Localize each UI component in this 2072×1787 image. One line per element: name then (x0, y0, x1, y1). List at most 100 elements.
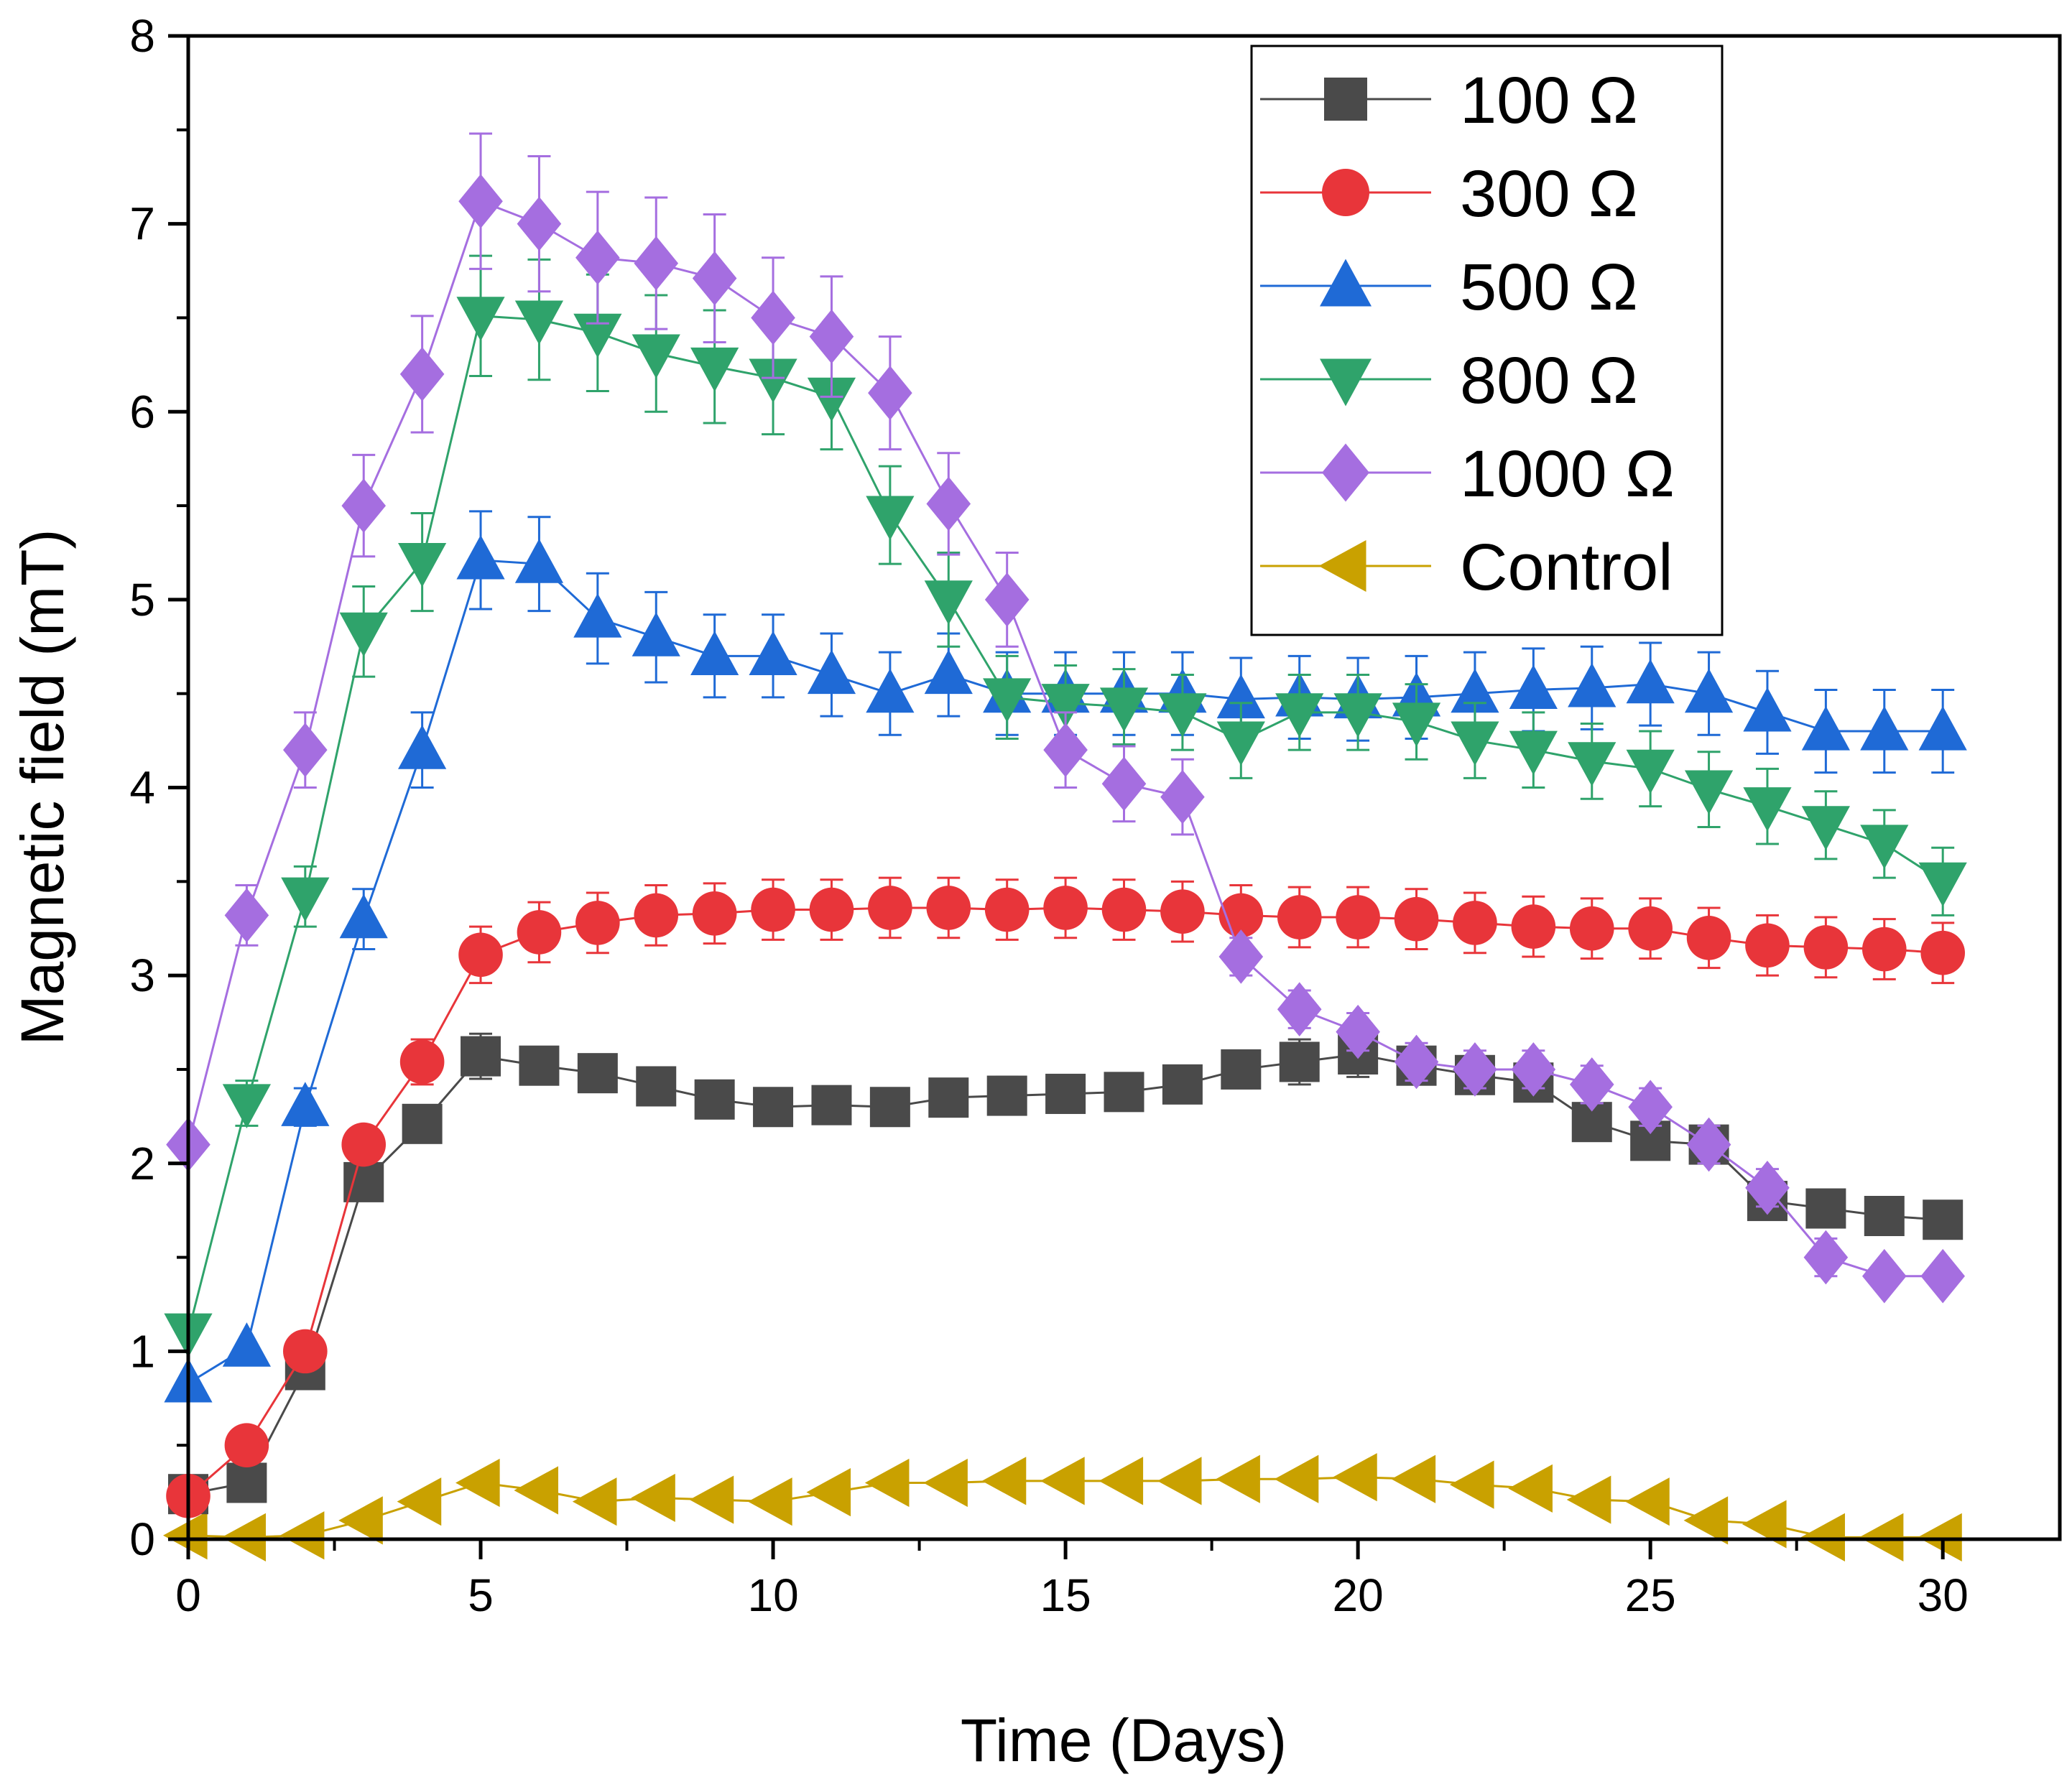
data-point-control (1625, 1477, 1670, 1526)
data-point-800-ohm (1918, 862, 1967, 907)
data-point-control (1333, 1453, 1377, 1502)
data-point-1000-ohm (1218, 929, 1264, 984)
data-point-100-ohm (577, 1053, 618, 1094)
data-point-300-ohm (926, 886, 971, 930)
data-point-control (572, 1477, 617, 1526)
data-point-800-ohm (807, 377, 856, 422)
data-point-800-ohm (866, 496, 915, 541)
data-point-100-ohm (1864, 1196, 1905, 1237)
legend-entry-300-ohm: 300 Ω (1260, 157, 1638, 231)
data-point-control (631, 1473, 675, 1523)
data-point-800-ohm (339, 612, 388, 657)
data-point-300-ohm (458, 932, 503, 978)
data-point-1000-ohm (1336, 1004, 1380, 1059)
legend-box (1250, 45, 1724, 636)
legend-entry-800-ohm: 800 Ω (1260, 344, 1638, 417)
data-point-500-ohm (1451, 668, 1499, 713)
data-point-500-ohm (632, 612, 680, 656)
data-point-100-ohm (986, 1075, 1027, 1116)
data-point-300-ohm (692, 891, 737, 936)
data-point-300-ohm (341, 1122, 387, 1167)
data-point-300-ohm (575, 901, 620, 945)
x-tick-label: 10 (747, 1569, 798, 1621)
data-point-300-ohm (1453, 901, 1497, 945)
data-point-800-ohm (1568, 742, 1617, 786)
data-point-300-ohm (283, 1329, 328, 1374)
data-point-1000-ohm (1803, 1230, 1849, 1285)
data-point-control (806, 1467, 851, 1517)
data-point-100-ohm (1045, 1073, 1086, 1114)
data-point-300-ohm (1628, 906, 1673, 951)
data-point-1000-ohm (926, 476, 971, 532)
data-point-100-ohm (1221, 1049, 1262, 1090)
data-point-100-ohm (694, 1079, 735, 1120)
data-point-100-ohm (1162, 1064, 1203, 1105)
series-line-100-ohm (188, 1053, 1943, 1495)
legend-marker-800-ohm (1320, 358, 1372, 407)
y-tick-label: 4 (129, 762, 155, 814)
data-point-1000-ohm (283, 723, 328, 777)
data-point-1000-ohm (1686, 1117, 1731, 1172)
data-point-800-ohm (1333, 693, 1382, 738)
data-point-100-ohm (811, 1085, 852, 1125)
data-point-100-ohm (1104, 1072, 1144, 1113)
data-point-300-ohm (1160, 889, 1205, 934)
data-point-control (981, 1457, 1027, 1505)
data-point-control (923, 1458, 968, 1508)
series-500-ohm (164, 510, 1967, 1403)
legend-entry-100-ohm: 100 Ω (1260, 64, 1638, 137)
series-800-ohm (164, 254, 1967, 1358)
data-point-500-ohm (1568, 662, 1617, 707)
data-point-500-ohm (222, 1322, 272, 1367)
data-point-control (1508, 1464, 1553, 1513)
data-point-500-ohm (807, 649, 856, 695)
data-point-300-ohm (1277, 895, 1322, 939)
legend-marker-100-ohm (1324, 78, 1367, 121)
legend: 100 Ω 300 Ω 500 Ω 800 Ω 1000 Ω Control (1250, 45, 1724, 636)
series-100-ohm (168, 1031, 1964, 1515)
series-control (163, 1453, 1962, 1561)
data-point-1000-ohm (1043, 723, 1088, 777)
y-tick-label: 0 (129, 1513, 155, 1565)
data-point-800-ohm (573, 313, 622, 358)
ticks-layer: 0 5 10 15 20 25 30 0 1 2 3 4 5 6 7 8 (129, 10, 1968, 1621)
data-point-1000-ohm (692, 251, 737, 306)
data-point-100-ohm (928, 1077, 969, 1118)
data-point-1000-ohm (1277, 982, 1322, 1037)
data-point-500-ohm (924, 649, 973, 695)
data-point-control (163, 1511, 208, 1560)
data-point-500-ohm (281, 1082, 330, 1126)
legend-entry-500-ohm: 500 Ω (1260, 251, 1638, 324)
x-axis-title: Time (Days) (961, 1707, 1287, 1774)
data-point-control (1566, 1475, 1611, 1524)
x-tick-label: 30 (1918, 1569, 1969, 1621)
data-point-500-ohm (514, 539, 564, 583)
data-point-500-ohm (749, 631, 797, 675)
x-tick-label: 15 (1040, 1569, 1091, 1621)
data-point-control (279, 1511, 325, 1560)
data-point-800-ohm (514, 300, 564, 345)
series-line-300-ohm (188, 906, 1943, 1497)
legend-marker-300-ohm (1322, 169, 1369, 216)
data-point-control (1040, 1457, 1085, 1505)
data-point-100-ohm (869, 1087, 910, 1128)
data-point-1000-ohm (984, 572, 1030, 627)
data-point-500-ohm (398, 725, 447, 769)
data-point-300-ohm (1336, 895, 1380, 939)
data-point-control (514, 1466, 559, 1515)
data-point-control (338, 1496, 383, 1545)
data-point-800-ohm (1743, 787, 1792, 832)
data-point-1000-ohm (1453, 1042, 1497, 1097)
data-point-control (1918, 1513, 1962, 1561)
data-point-1000-ohm (751, 290, 795, 345)
data-point-1000-ohm (1628, 1080, 1673, 1135)
data-point-500-ohm (456, 534, 505, 580)
data-point-100-ohm (402, 1103, 443, 1144)
data-point-1000-ohm (1101, 756, 1147, 812)
series-300-ohm (166, 876, 1965, 1518)
y-tick-label: 3 (129, 950, 155, 1001)
data-point-control (1391, 1454, 1436, 1503)
data-point-100-ohm (226, 1462, 267, 1503)
data-point-300-ohm (224, 1423, 269, 1467)
